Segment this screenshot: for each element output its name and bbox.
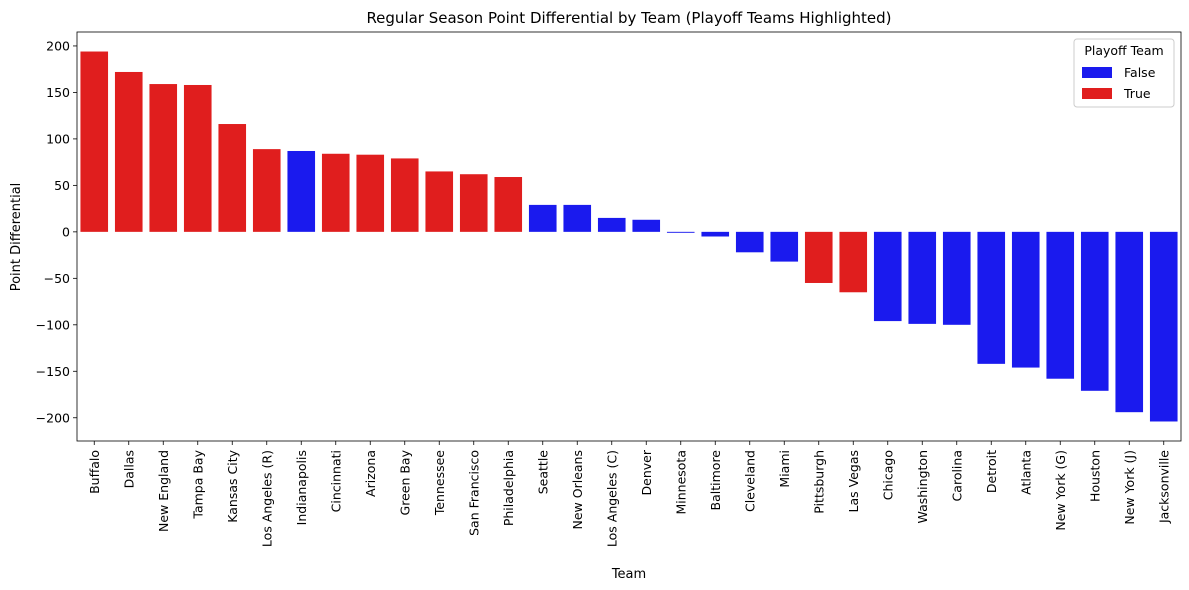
x-tick-label: Las Vegas <box>846 450 861 513</box>
x-axis-title: Team <box>611 567 646 582</box>
x-tick-label: Atlanta <box>1018 450 1033 495</box>
x-tick-label: Los Angeles (C) <box>604 450 619 547</box>
legend: Playoff Team False True <box>1073 38 1175 108</box>
y-tick-label: −150 <box>36 364 70 379</box>
x-tick-label: Philadelphia <box>501 450 516 526</box>
bar-jacksonville <box>1149 231 1178 422</box>
y-axis-title: Point Differential <box>9 183 24 292</box>
bar-new-york-g <box>1046 231 1075 379</box>
x-tick-label: Cincinnati <box>328 450 343 512</box>
bar-los-angeles-c <box>597 217 626 232</box>
bar-new-england <box>149 84 178 232</box>
x-tick-label: Pittsburgh <box>811 450 826 514</box>
bar-cleveland <box>735 231 764 253</box>
x-tick-label: Kansas City <box>225 449 240 522</box>
y-tick-label: −100 <box>36 317 70 332</box>
x-tick-label: Denver <box>639 449 654 495</box>
bar-green-bay <box>390 158 419 232</box>
bar-new-orleans <box>563 204 592 232</box>
bar-dallas <box>114 71 143 232</box>
y-tick-label: 50 <box>54 178 70 193</box>
bar-pittsburgh <box>804 231 833 283</box>
x-tick-label: Detroit <box>984 450 999 493</box>
bar-houston <box>1080 231 1109 391</box>
x-tick-label: San Francisco <box>466 450 481 536</box>
x-tick-label: Indianapolis <box>294 450 309 525</box>
x-tick-label: New England <box>156 450 171 532</box>
x-tick-label: Dallas <box>121 450 136 488</box>
legend-swatch-true <box>1082 88 1112 99</box>
bar-kansas-city <box>218 124 247 232</box>
y-tick-label: −50 <box>44 271 70 286</box>
bar-las-vegas <box>839 231 868 293</box>
bar-arizona <box>356 154 385 232</box>
bar-minnesota <box>666 231 695 233</box>
bars-group <box>80 51 1178 422</box>
bar-miami <box>770 231 799 262</box>
x-tick-label: Tennessee <box>432 450 447 516</box>
bar-detroit <box>977 231 1006 364</box>
y-tick-label: 150 <box>46 85 70 100</box>
bar-philadelphia <box>494 177 523 232</box>
x-tick-label: Baltimore <box>708 450 723 511</box>
legend-label-true: True <box>1123 86 1151 101</box>
x-tick-label: Houston <box>1087 450 1102 502</box>
x-tick-label: Minnesota <box>673 450 688 515</box>
legend-swatch-false <box>1082 67 1112 78</box>
chart-title: Regular Season Point Differential by Tea… <box>366 9 891 27</box>
x-tick-label: Buffalo <box>87 450 102 494</box>
bar-buffalo <box>80 51 109 232</box>
bar-tampa-bay <box>183 84 212 232</box>
x-tick-label: Los Angeles (R) <box>259 450 274 547</box>
x-tick-label: Jacksonville <box>1156 450 1171 524</box>
x-tick-label: Carolina <box>949 450 964 501</box>
bar-washington <box>908 231 937 324</box>
bar-tennessee <box>425 171 454 232</box>
bar-cincinnati <box>321 153 350 232</box>
bar-atlanta <box>1011 231 1040 368</box>
x-tick-label: Seattle <box>535 450 550 495</box>
y-tick-label: −200 <box>36 410 70 425</box>
y-tick-label: 100 <box>46 131 70 146</box>
x-tick-label: Miami <box>777 450 792 488</box>
bar-new-york-j <box>1115 231 1144 413</box>
y-tick-label: 200 <box>46 38 70 53</box>
bar-los-angeles-r <box>252 149 281 232</box>
x-tick-label: Cleveland <box>742 450 757 512</box>
bar-carolina <box>942 231 971 325</box>
x-tick-label: New York (J) <box>1122 450 1137 525</box>
x-axis-ticks: Buffalo Dallas New England Tampa Bay Kansas … <box>87 441 1171 547</box>
x-tick-label: Tampa Bay <box>190 449 205 519</box>
bar-indianapolis <box>287 150 316 232</box>
legend-title: Playoff Team <box>1084 43 1163 58</box>
bar-denver <box>632 219 661 232</box>
y-axis-ticks: −200 −150 −100 −50 0 50 100 150 200 <box>36 38 77 425</box>
bar-baltimore <box>701 231 730 237</box>
x-tick-label: New Orleans <box>570 450 585 529</box>
bar-seattle <box>528 204 557 232</box>
legend-label-false: False <box>1124 65 1156 80</box>
plot-frame <box>76 31 1182 442</box>
bar-san-francisco <box>459 174 488 232</box>
x-tick-label: Arizona <box>363 450 378 497</box>
x-tick-label: Chicago <box>880 450 895 500</box>
bar-chicago <box>873 231 902 322</box>
x-tick-label: New York (G) <box>1053 450 1068 531</box>
x-tick-label: Washington <box>915 450 930 523</box>
y-tick-label: 0 <box>62 224 70 239</box>
x-tick-label: Green Bay <box>397 449 412 515</box>
